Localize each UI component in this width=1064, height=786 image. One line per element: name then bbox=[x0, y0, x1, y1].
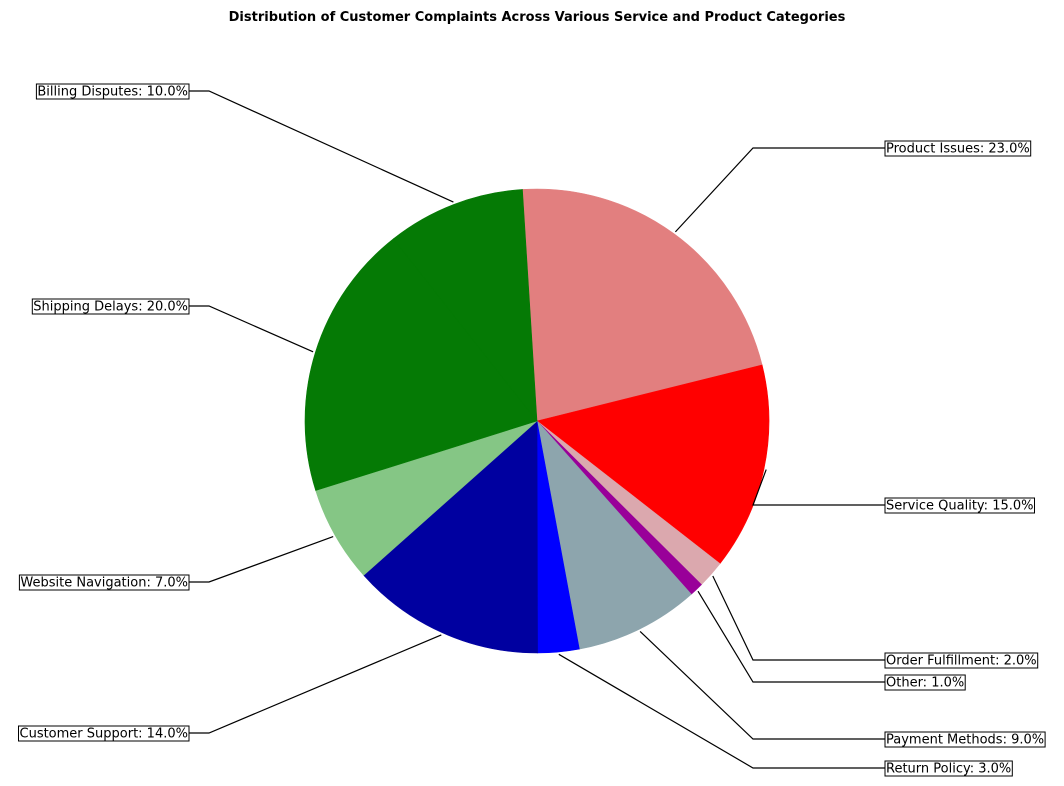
leader-line bbox=[189, 536, 334, 583]
slice-label-text: Order Fulfillment: 2.0% bbox=[886, 654, 1037, 669]
pie-slice-shipping-delays bbox=[304, 238, 538, 491]
pie-slice-product-issues bbox=[522, 188, 763, 422]
slice-label-text: Payment Methods: 9.0% bbox=[886, 733, 1044, 748]
slice-label-text: Other: 1.0% bbox=[886, 676, 964, 691]
slice-label: Other: 1.0% bbox=[884, 674, 966, 691]
slice-label-text: Website Navigation: 7.0% bbox=[20, 576, 188, 591]
slice-label-text: Customer Support: 14.0% bbox=[20, 727, 188, 742]
slice-label-box bbox=[884, 497, 1035, 514]
slice-label: Shipping Delays: 20.0% bbox=[31, 298, 190, 315]
leader-line bbox=[189, 634, 442, 734]
slice-label-text: Shipping Delays: 20.0% bbox=[33, 300, 188, 315]
leader-lines bbox=[189, 90, 885, 769]
slice-label: Billing Disputes: 10.0% bbox=[35, 83, 190, 100]
slice-label: Product Issues: 23.0% bbox=[884, 140, 1032, 157]
slice-label: Payment Methods: 9.0% bbox=[884, 731, 1046, 748]
leader-line bbox=[712, 575, 885, 661]
pie-slice-customer-support bbox=[363, 420, 538, 654]
leader-line bbox=[189, 90, 454, 203]
slice-label-box bbox=[18, 574, 190, 591]
slice-label-box bbox=[18, 725, 190, 742]
slice-label-text: Billing Disputes: 10.0% bbox=[37, 85, 188, 100]
slice-label-box bbox=[31, 298, 190, 315]
leader-line bbox=[189, 305, 314, 353]
pie-slice-service-quality bbox=[536, 364, 770, 565]
slice-label-text: Product Issues: 23.0% bbox=[886, 142, 1030, 157]
slice-label-text: Service Quality: 15.0% bbox=[886, 499, 1034, 514]
slice-labels: Product Issues: 23.0% Service Quality: 15… bbox=[18, 83, 1046, 777]
slice-label: Return Policy: 3.0% bbox=[884, 760, 1013, 777]
leader-line bbox=[697, 590, 885, 683]
pie-slice-payment-methods bbox=[536, 419, 692, 650]
leader-line bbox=[752, 469, 885, 506]
leader-line bbox=[639, 630, 885, 740]
leader-line bbox=[674, 147, 885, 233]
pie-slices bbox=[304, 188, 770, 654]
slice-label: Website Navigation: 7.0% bbox=[18, 574, 190, 591]
slice-label-text: Return Policy: 3.0% bbox=[886, 762, 1011, 777]
slice-label-box bbox=[884, 674, 966, 691]
slice-label: Customer Support: 14.0% bbox=[18, 725, 190, 742]
slice-label-box bbox=[35, 83, 190, 100]
slice-label: Service Quality: 15.0% bbox=[884, 497, 1035, 514]
slice-label-box bbox=[884, 760, 1013, 777]
slice-label: Order Fulfillment: 2.0% bbox=[884, 652, 1039, 669]
pie-slice-billing-disputes bbox=[393, 189, 538, 422]
slice-label-box bbox=[884, 652, 1039, 669]
slice-label-box bbox=[884, 140, 1032, 157]
leader-line bbox=[558, 653, 885, 769]
chart-title: Distribution of Customer Complaints Acro… bbox=[229, 10, 846, 25]
slice-label-box bbox=[884, 731, 1046, 748]
